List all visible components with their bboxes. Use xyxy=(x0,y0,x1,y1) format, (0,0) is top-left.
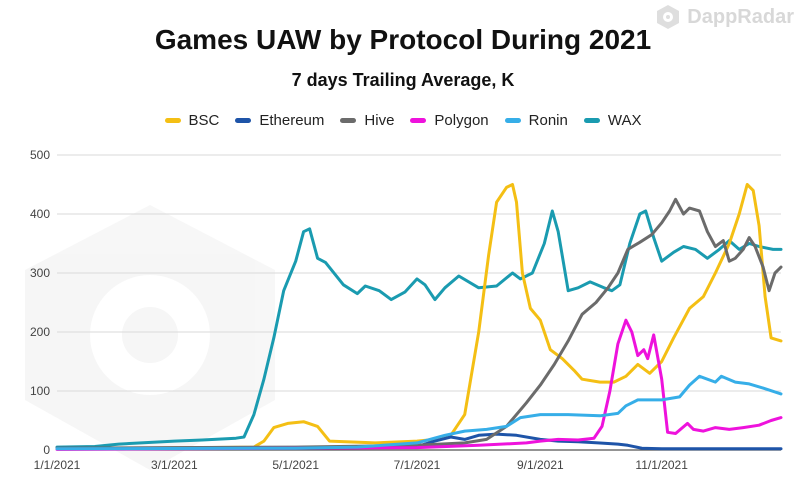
x-tick-label: 1/1/2021 xyxy=(34,458,81,472)
series-line-polygon xyxy=(55,318,783,451)
y-tick-label: 500 xyxy=(30,148,50,162)
legend-label: Polygon xyxy=(434,112,489,129)
y-tick-label: 400 xyxy=(30,207,50,221)
legend-item-wax[interactable]: WAX xyxy=(583,112,642,129)
legend-label: WAX xyxy=(607,112,642,129)
legend-swatch xyxy=(410,118,427,123)
series-line-ethereum xyxy=(55,432,783,451)
x-tick-label: 7/1/2021 xyxy=(394,458,441,472)
legend-label: Hive xyxy=(364,112,395,129)
dappradar-logo-icon xyxy=(657,5,680,29)
x-tick-label: 9/1/2021 xyxy=(517,458,564,472)
legend-swatch xyxy=(504,118,521,123)
legend-swatch xyxy=(583,118,600,123)
legend-label: Ronin xyxy=(528,112,568,129)
x-tick-label: 11/1/2021 xyxy=(635,458,688,472)
y-tick-label: 200 xyxy=(30,325,50,339)
x-tick-label: 5/1/2021 xyxy=(272,458,319,472)
chart-legend: BSC Ethereum Hive Polygon Ronin WAX xyxy=(0,112,806,129)
legend-item-bsc[interactable]: BSC xyxy=(164,112,220,129)
legend-item-ronin[interactable]: Ronin xyxy=(504,112,568,129)
legend-label: BSC xyxy=(188,112,220,129)
legend-item-hive[interactable]: Hive xyxy=(340,112,394,129)
y-tick-label: 100 xyxy=(30,384,50,398)
legend-item-ethereum[interactable]: Ethereum xyxy=(235,112,324,129)
legend-swatch xyxy=(340,118,357,123)
x-tick-label: 3/1/2021 xyxy=(151,458,198,472)
watermark-logo-icon xyxy=(25,205,275,470)
legend-item-polygon[interactable]: Polygon xyxy=(410,112,489,129)
series-line-wax xyxy=(55,209,783,449)
chart-title: Games UAW by Protocol During 2021 xyxy=(154,24,652,55)
brand-logo: DappRadar xyxy=(655,4,794,30)
series-line-hive xyxy=(55,197,783,450)
y-tick-label: 300 xyxy=(30,266,50,280)
legend-swatch xyxy=(235,118,252,123)
y-tick-label: 0 xyxy=(43,443,50,457)
series-line-ronin xyxy=(55,374,783,451)
brand-name: DappRadar xyxy=(687,5,794,28)
chart-subtitle: 7 days Trailing Average, K xyxy=(291,70,515,90)
legend-label: Ethereum xyxy=(259,112,325,129)
legend-swatch xyxy=(164,118,181,123)
